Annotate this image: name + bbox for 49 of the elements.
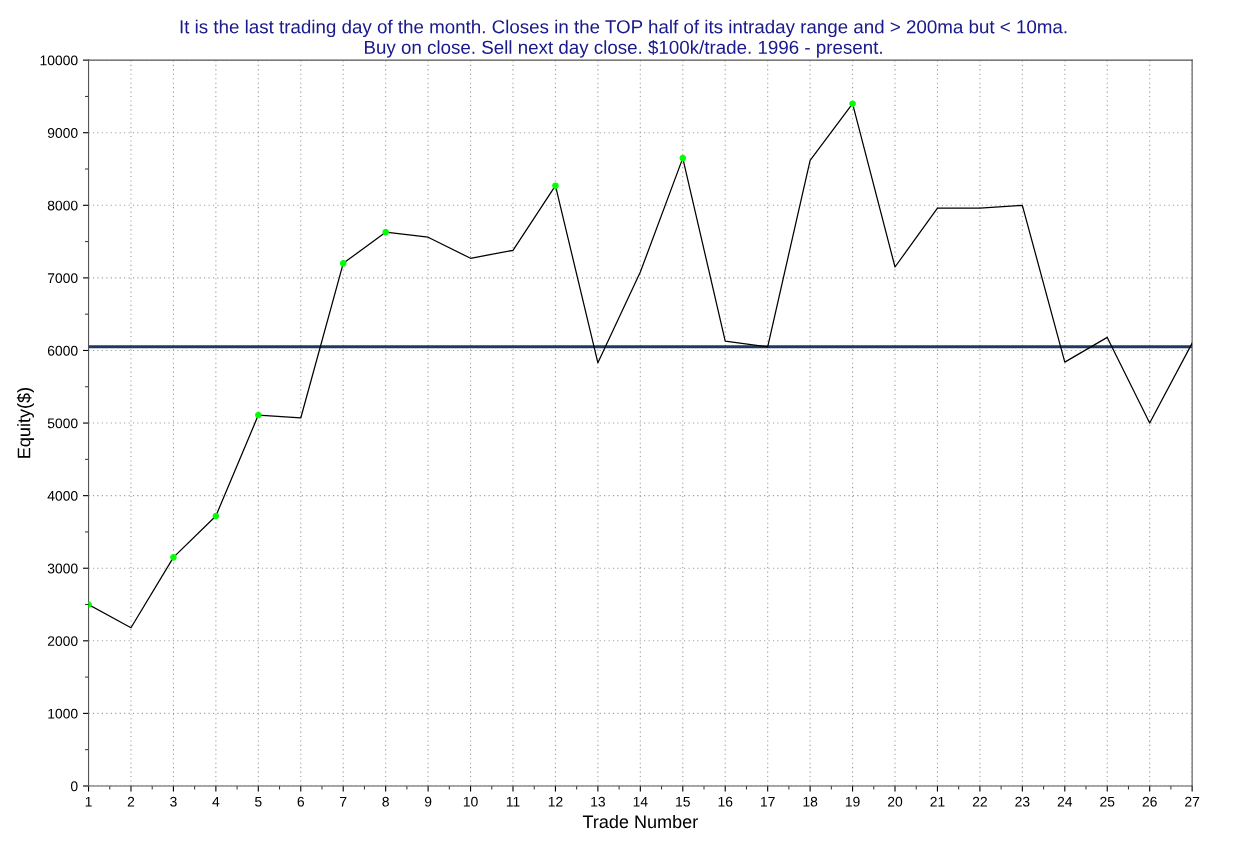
x-tick-label: 8 [382,796,389,807]
x-tick-label: 24 [1057,796,1073,807]
x-axis-title: Trade Number [582,814,698,829]
point [339,260,347,267]
x-tick-label: 13 [591,796,605,807]
x-tick-label: 26 [1142,796,1157,807]
x-tick-label: 11 [506,796,520,807]
y-tick-label: 7000 [47,273,78,284]
y-tick-label: 6000 [47,345,78,356]
x-tick-label: 23 [1015,796,1030,807]
x-tick-label: 16 [718,796,733,807]
x-tick-label: 18 [803,796,818,807]
point [552,182,559,189]
x-tick-label: 9 [424,796,432,807]
x-tick-label: 15 [676,796,690,807]
x-tick-label: 12 [548,796,563,807]
x-tick-label: 7 [340,796,347,807]
x-tick-label: 27 [1185,796,1200,807]
x-tick-label: 6 [297,796,305,807]
x-tick-label: 25 [1100,796,1115,807]
y-tick-label: 1000 [48,708,78,719]
y-tick-label: 2000 [47,636,78,646]
y-axis-title: Equity($) [16,388,34,458]
x-tick-label: 17 [761,796,775,807]
y-tick-label: 4000 [47,490,78,501]
y-tick-label: 0 [70,781,78,792]
x-tick-label: 5 [255,796,262,807]
point [212,512,220,520]
point [382,228,389,236]
y-tick-label: 10000 [40,55,78,66]
x-tick-label: 1 [85,796,92,807]
x-tick-label: 14 [633,796,648,807]
x-tick-label: 21 [930,796,945,807]
point [255,411,262,419]
point [679,154,687,162]
x-tick-label: 20 [887,796,903,807]
x-tick-label: 2 [127,796,135,807]
y-tick-label: 9000 [47,128,78,138]
x-tick-label: 22 [972,796,987,807]
x-tick-label: 3 [170,796,177,807]
x-tick-label: 4 [212,796,220,807]
y-tick-label: 5000 [47,418,78,429]
x-tick-label: 19 [845,796,860,807]
chart-title: It is the last trading day of the month. Closes in the TOP half of its intraday range and > 200ma but < 10ma. Buy on close. Sell next day close. $100k/trade. 1996 - present. [180,19,1067,58]
x-tick-label: 10 [463,796,478,807]
y-tick-label: 8000 [47,200,78,211]
y-tick-label: 3000 [47,563,78,574]
point [849,100,856,107]
point [170,554,177,561]
